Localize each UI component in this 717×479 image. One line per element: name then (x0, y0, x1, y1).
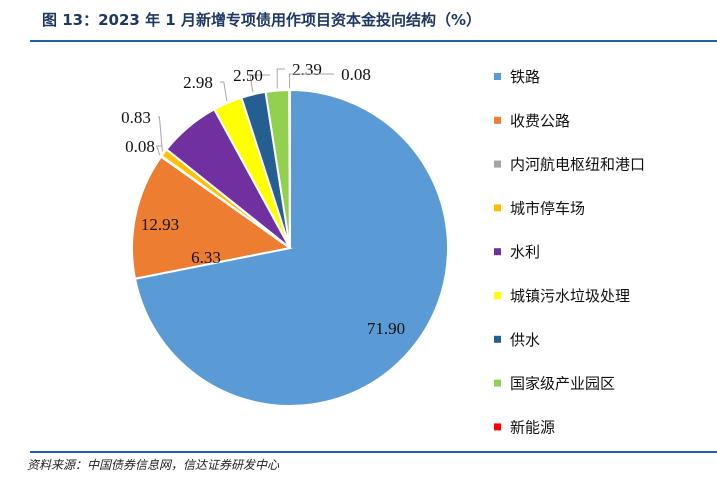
legend-label-3: 城市停车场 (510, 199, 585, 217)
pie-slice-8 (288, 88, 291, 249)
legend-label-5: 城镇污水垃圾处理 (510, 287, 630, 305)
leader-line-5 (220, 81, 228, 102)
data-label-7: 2.39 (292, 60, 322, 79)
legend-marker-8 (494, 423, 501, 431)
legend-marker-5 (494, 292, 501, 299)
legend-label-0: 铁路 (510, 68, 540, 86)
data-label-8: 0.08 (341, 65, 371, 84)
data-label-4: 6.33 (191, 248, 221, 267)
leader-line-7 (276, 68, 285, 89)
data-label-1: 12.93 (141, 215, 179, 234)
chart-title: 图 13：2023 年 1 月新增专项债用作项目资本金投向结构（%） (42, 11, 481, 29)
pie-slice-1 (131, 155, 293, 280)
leader-line-8 (289, 73, 334, 89)
data-label-2: 0.08 (125, 137, 155, 156)
legend-marker-6 (494, 335, 501, 343)
source-note: 资料来源：中国债券信息网，信达证券研发中心 (27, 458, 280, 472)
legend-label-1: 收费公路 (510, 112, 570, 130)
legend-label-4: 水利 (510, 243, 540, 261)
data-label-0: 71.90 (367, 319, 405, 338)
leader-line-3 (158, 116, 163, 152)
source-divider (30, 451, 717, 453)
leader-line-6 (249, 74, 270, 93)
data-label-5: 2.98 (183, 73, 213, 92)
legend-label-6: 供水 (510, 331, 540, 349)
title-divider (30, 40, 717, 42)
legend-marker-0 (494, 73, 501, 80)
legend-marker-7 (494, 379, 501, 387)
legend-marker-1 (494, 116, 501, 124)
legend-marker-4 (494, 248, 501, 256)
legend-label-2: 内河航电枢纽和港口 (510, 156, 645, 174)
leader-line-2 (156, 145, 162, 156)
legend-marker-2 (494, 160, 501, 168)
legend-label-8: 新能源 (510, 418, 555, 436)
data-label-6: 2.50 (233, 66, 263, 85)
legend-marker-3 (494, 204, 501, 212)
data-label-3: 0.83 (121, 108, 151, 127)
legend-label-7: 国家级产业园区 (510, 375, 615, 393)
